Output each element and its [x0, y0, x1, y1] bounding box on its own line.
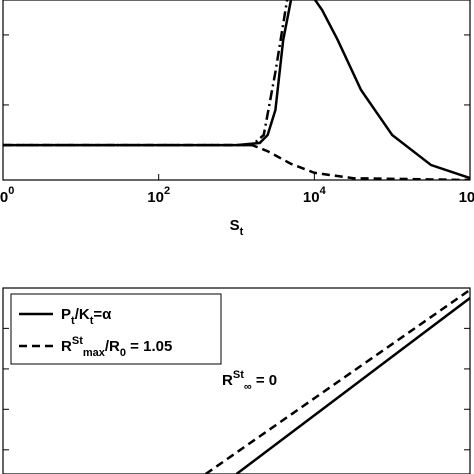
- text-part: t: [240, 369, 244, 381]
- text-part: t: [71, 315, 75, 327]
- legend-label: RStmax/R0 = 1.05: [61, 335, 172, 359]
- x-tick-exponent: 2: [164, 185, 170, 197]
- text-part: R: [61, 338, 72, 355]
- x-axis-label: St: [230, 217, 244, 238]
- legend-label: Pt/Kt=α: [61, 306, 112, 327]
- text-part: P: [61, 306, 71, 323]
- text-part: =α: [93, 306, 112, 323]
- annotation: RSt∞ = 0: [222, 369, 277, 393]
- text-part: S: [230, 217, 240, 234]
- x-tick-base: 10: [459, 189, 474, 206]
- text-part: /K: [75, 306, 90, 323]
- text-part: S: [72, 335, 79, 347]
- x-tick-base: 10: [0, 189, 8, 206]
- text-part: 0: [120, 347, 126, 359]
- x-tick-label: 106: [459, 185, 474, 206]
- text-part: /R: [105, 338, 120, 355]
- series-line: [3, 0, 470, 180]
- series-line: [3, 143, 470, 180]
- series-line: [3, 0, 289, 147]
- plot-frame: [2, 0, 471, 181]
- x-tick-label: 104: [303, 185, 327, 206]
- text-part: t: [79, 335, 83, 347]
- text-part: t: [90, 315, 94, 327]
- x-tick-exponent: 4: [320, 185, 327, 197]
- x-tick-label: 102: [147, 185, 170, 206]
- x-tick-label: 100: [0, 185, 14, 206]
- text-part: max: [83, 347, 106, 359]
- text-part: S: [233, 369, 240, 381]
- x-tick-base: 10: [147, 189, 164, 206]
- text-part: t: [240, 226, 244, 238]
- text-part: = 1.05: [126, 338, 172, 355]
- legend-box: [10, 293, 222, 365]
- text-part: ∞: [244, 381, 252, 393]
- x-tick-base: 10: [303, 189, 320, 206]
- series-line: [235, 297, 470, 474]
- text-part: = 0: [252, 372, 277, 389]
- text-part: R: [222, 372, 233, 389]
- x-tick-exponent: 0: [8, 185, 14, 197]
- plot-frame: [2, 287, 471, 474]
- series-line: [204, 288, 470, 474]
